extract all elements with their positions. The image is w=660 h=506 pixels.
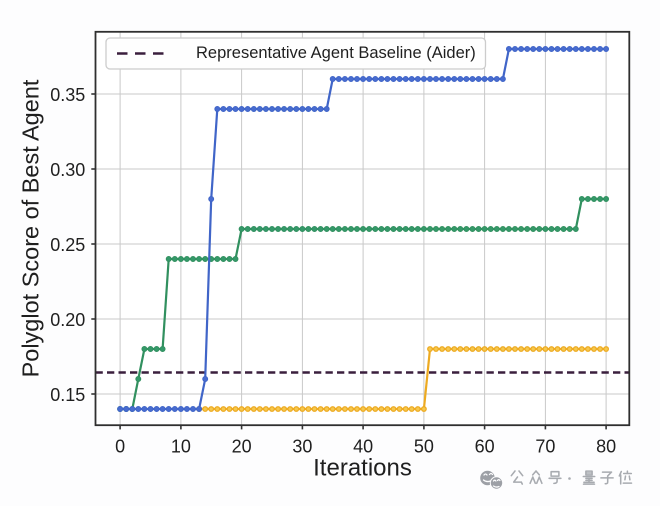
svg-text:80: 80 xyxy=(596,437,616,457)
svg-text:30: 30 xyxy=(292,437,312,457)
svg-text:60: 60 xyxy=(475,437,495,457)
svg-text:0.15: 0.15 xyxy=(50,385,85,405)
svg-text:40: 40 xyxy=(353,437,373,457)
svg-text:70: 70 xyxy=(535,437,555,457)
svg-text:0.30: 0.30 xyxy=(50,160,85,180)
svg-text:0.35: 0.35 xyxy=(50,85,85,105)
svg-text:50: 50 xyxy=(414,437,434,457)
svg-text:Representative Agent Baseline: Representative Agent Baseline (Aider) xyxy=(196,44,476,62)
svg-text:10: 10 xyxy=(171,437,191,457)
svg-text:0: 0 xyxy=(115,437,125,457)
svg-text:Polyglot Score of Best Agent: Polyglot Score of Best Agent xyxy=(18,79,44,377)
svg-text:0.25: 0.25 xyxy=(50,235,85,255)
svg-text:0.20: 0.20 xyxy=(50,310,85,330)
svg-text:Iterations: Iterations xyxy=(313,455,412,482)
svg-text:20: 20 xyxy=(232,437,252,457)
